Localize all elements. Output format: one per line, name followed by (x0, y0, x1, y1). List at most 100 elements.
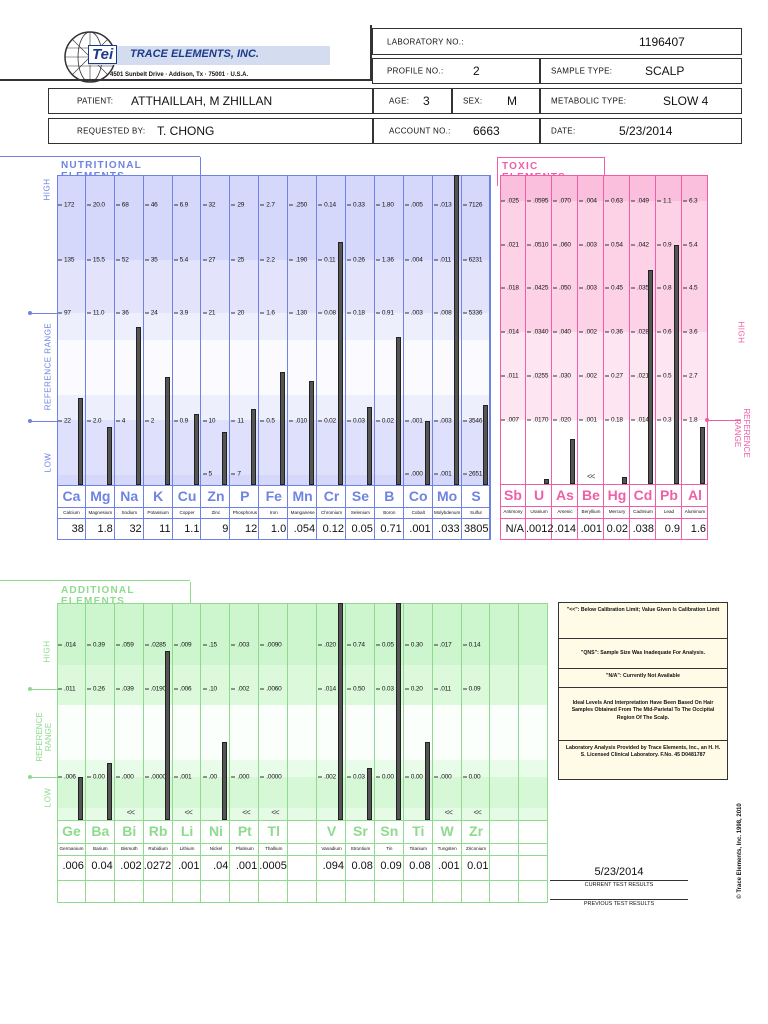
element-value: 0.05 (351, 523, 373, 535)
tick-label: 27 (203, 257, 216, 264)
company-address: 4501 Sunbelt Drive · Addison, Tx · 75001… (110, 72, 249, 78)
tick-label: .0285 (145, 642, 166, 649)
tick-label: .010 (289, 418, 307, 425)
lab-number-row: LABORATORY NO.: 1196407 (372, 28, 742, 55)
tick-label: .014 (58, 642, 76, 649)
tick-label: .059 (116, 642, 134, 649)
element-symbol: Zn (207, 488, 225, 504)
reference-label-line2: RANGE (733, 418, 742, 448)
note-na: "N/A": Currently Not Available (559, 669, 727, 688)
tick-label: 0.02 (318, 418, 336, 425)
background-band (57, 603, 549, 665)
element-name: Calcium (63, 510, 80, 515)
tick-label: .0000 (260, 774, 281, 781)
tick-label: 1.36 (376, 257, 394, 264)
tick-label: 5 (203, 471, 213, 478)
element-symbol: Be (582, 487, 600, 503)
column-divider (491, 603, 520, 903)
column-divider (462, 603, 491, 903)
tick-label: .030 (553, 373, 571, 380)
tick-label: 20 (231, 310, 244, 317)
tick-label: 0.02 (376, 418, 394, 425)
column-divider (173, 603, 202, 903)
element-name: Mercury (608, 509, 626, 514)
tick-label: 0.11 (318, 257, 336, 264)
tick-label: 0.5 (260, 418, 275, 425)
element-name: Molybdenum (433, 510, 461, 515)
tick-label: .028 (631, 329, 649, 336)
tick-label: 0.00 (463, 774, 481, 781)
element-symbol: Mn (292, 488, 313, 504)
column-divider (202, 175, 231, 540)
account-number-label: ACCOUNT NO.: (389, 126, 451, 136)
background-band (57, 777, 549, 808)
element-name: Antimony (503, 509, 523, 514)
tick-label: .130 (289, 310, 307, 317)
element-value: 1.8 (97, 523, 113, 535)
tick-label: 6.3 (683, 198, 698, 205)
tick-label: .013 (434, 202, 452, 209)
element-symbol: Ca (62, 488, 81, 504)
element-name: Barium (93, 846, 108, 851)
tick-label: 5336 (463, 310, 483, 317)
column-divider (433, 175, 462, 540)
background-band (57, 313, 491, 340)
below-limit-mark: << (271, 808, 279, 817)
tick-label: .004 (579, 198, 597, 205)
element-symbol: Ba (91, 823, 110, 839)
tick-label: .002 (318, 774, 336, 781)
tick-label: 2.2 (260, 257, 275, 264)
notes-box: "<<": Below Calibration Limit; Value Giv… (558, 602, 728, 780)
tick-label: .003 (579, 242, 597, 249)
element-name: Lithium (179, 846, 195, 851)
element-name: Phosphorus (232, 510, 258, 515)
sample-type-value: SCALP (645, 64, 685, 78)
element-symbol: Cr (323, 488, 340, 504)
tick-label: 0.00 (376, 774, 394, 781)
tick-label: 0.6 (657, 329, 672, 336)
element-name: Titanium (409, 846, 427, 851)
tick-label: 32 (203, 202, 216, 209)
element-name: Manganese (290, 510, 315, 515)
tick-label: 7126 (463, 202, 483, 209)
element-symbol: Fe (265, 488, 282, 504)
tick-label: .10 (203, 686, 218, 693)
tick-label: 0.8 (657, 285, 672, 292)
result-bar (622, 476, 627, 484)
column-divider (173, 175, 202, 540)
tick-label: .0255 (527, 373, 548, 380)
element-value: 0.02 (606, 523, 628, 535)
element-value: 32 (129, 523, 142, 535)
element-name: Beryllium (581, 509, 601, 514)
tick-label: 0.36 (605, 329, 623, 336)
column-divider (375, 603, 404, 903)
requested-by-label: REQUESTED BY: (77, 126, 146, 136)
element-name: Zirconium (465, 846, 487, 851)
tick-label: 15.5 (87, 257, 105, 264)
column-divider (259, 603, 289, 903)
column-divider (656, 175, 682, 540)
tick-label: .0425 (527, 285, 548, 292)
tick-label: .007 (501, 417, 519, 424)
column-divider (144, 175, 173, 540)
tick-label: 2.7 (683, 373, 698, 380)
background-band (500, 420, 708, 484)
tick-label: 0.45 (605, 285, 623, 292)
result-bar (674, 245, 679, 484)
tick-label: 1.1 (657, 198, 672, 205)
tick-label: .003 (405, 310, 423, 317)
column-divider (317, 175, 346, 540)
tick-label: .001 (174, 774, 192, 781)
tick-label: 97 (58, 310, 71, 317)
tick-label: 0.26 (87, 686, 105, 693)
tick-label: .190 (289, 257, 307, 264)
tick-label: .0190 (145, 686, 166, 693)
tick-label: 0.03 (347, 774, 365, 781)
tick-label: 4.5 (683, 285, 698, 292)
element-value: .0012 (526, 523, 554, 535)
element-symbol: Hg (607, 487, 627, 503)
tick-label: 0.18 (605, 417, 623, 424)
element-value: 0.08 (409, 860, 431, 872)
tick-label: .040 (553, 329, 571, 336)
element-value: 0.12 (322, 523, 344, 535)
